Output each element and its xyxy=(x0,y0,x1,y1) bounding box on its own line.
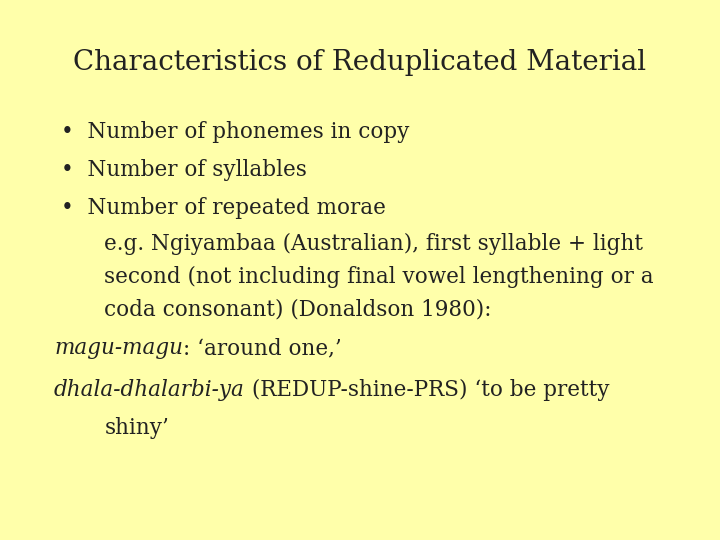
Text: (REDUP-shine-PRS) ‘to be pretty: (REDUP-shine-PRS) ‘to be pretty xyxy=(245,379,609,401)
Text: : ‘around one,’: : ‘around one,’ xyxy=(183,338,342,359)
Text: Characteristics of Reduplicated Material: Characteristics of Reduplicated Material xyxy=(73,49,647,76)
Text: dhala-dhalarbi-ya: dhala-dhalarbi-ya xyxy=(54,379,245,401)
Text: •  Number of phonemes in copy: • Number of phonemes in copy xyxy=(61,122,410,143)
Text: coda consonant) (Donaldson 1980):: coda consonant) (Donaldson 1980): xyxy=(104,299,492,321)
Text: •  Number of repeated morae: • Number of repeated morae xyxy=(61,197,386,219)
Text: second (not including final vowel lengthening or a: second (not including final vowel length… xyxy=(104,266,654,288)
Text: •  Number of syllables: • Number of syllables xyxy=(61,159,307,181)
Text: shiny’: shiny’ xyxy=(104,417,169,438)
Text: magu-magu: magu-magu xyxy=(54,338,183,359)
Text: e.g. Ngiyambaa (Australian), first syllable + light: e.g. Ngiyambaa (Australian), first sylla… xyxy=(104,233,644,255)
